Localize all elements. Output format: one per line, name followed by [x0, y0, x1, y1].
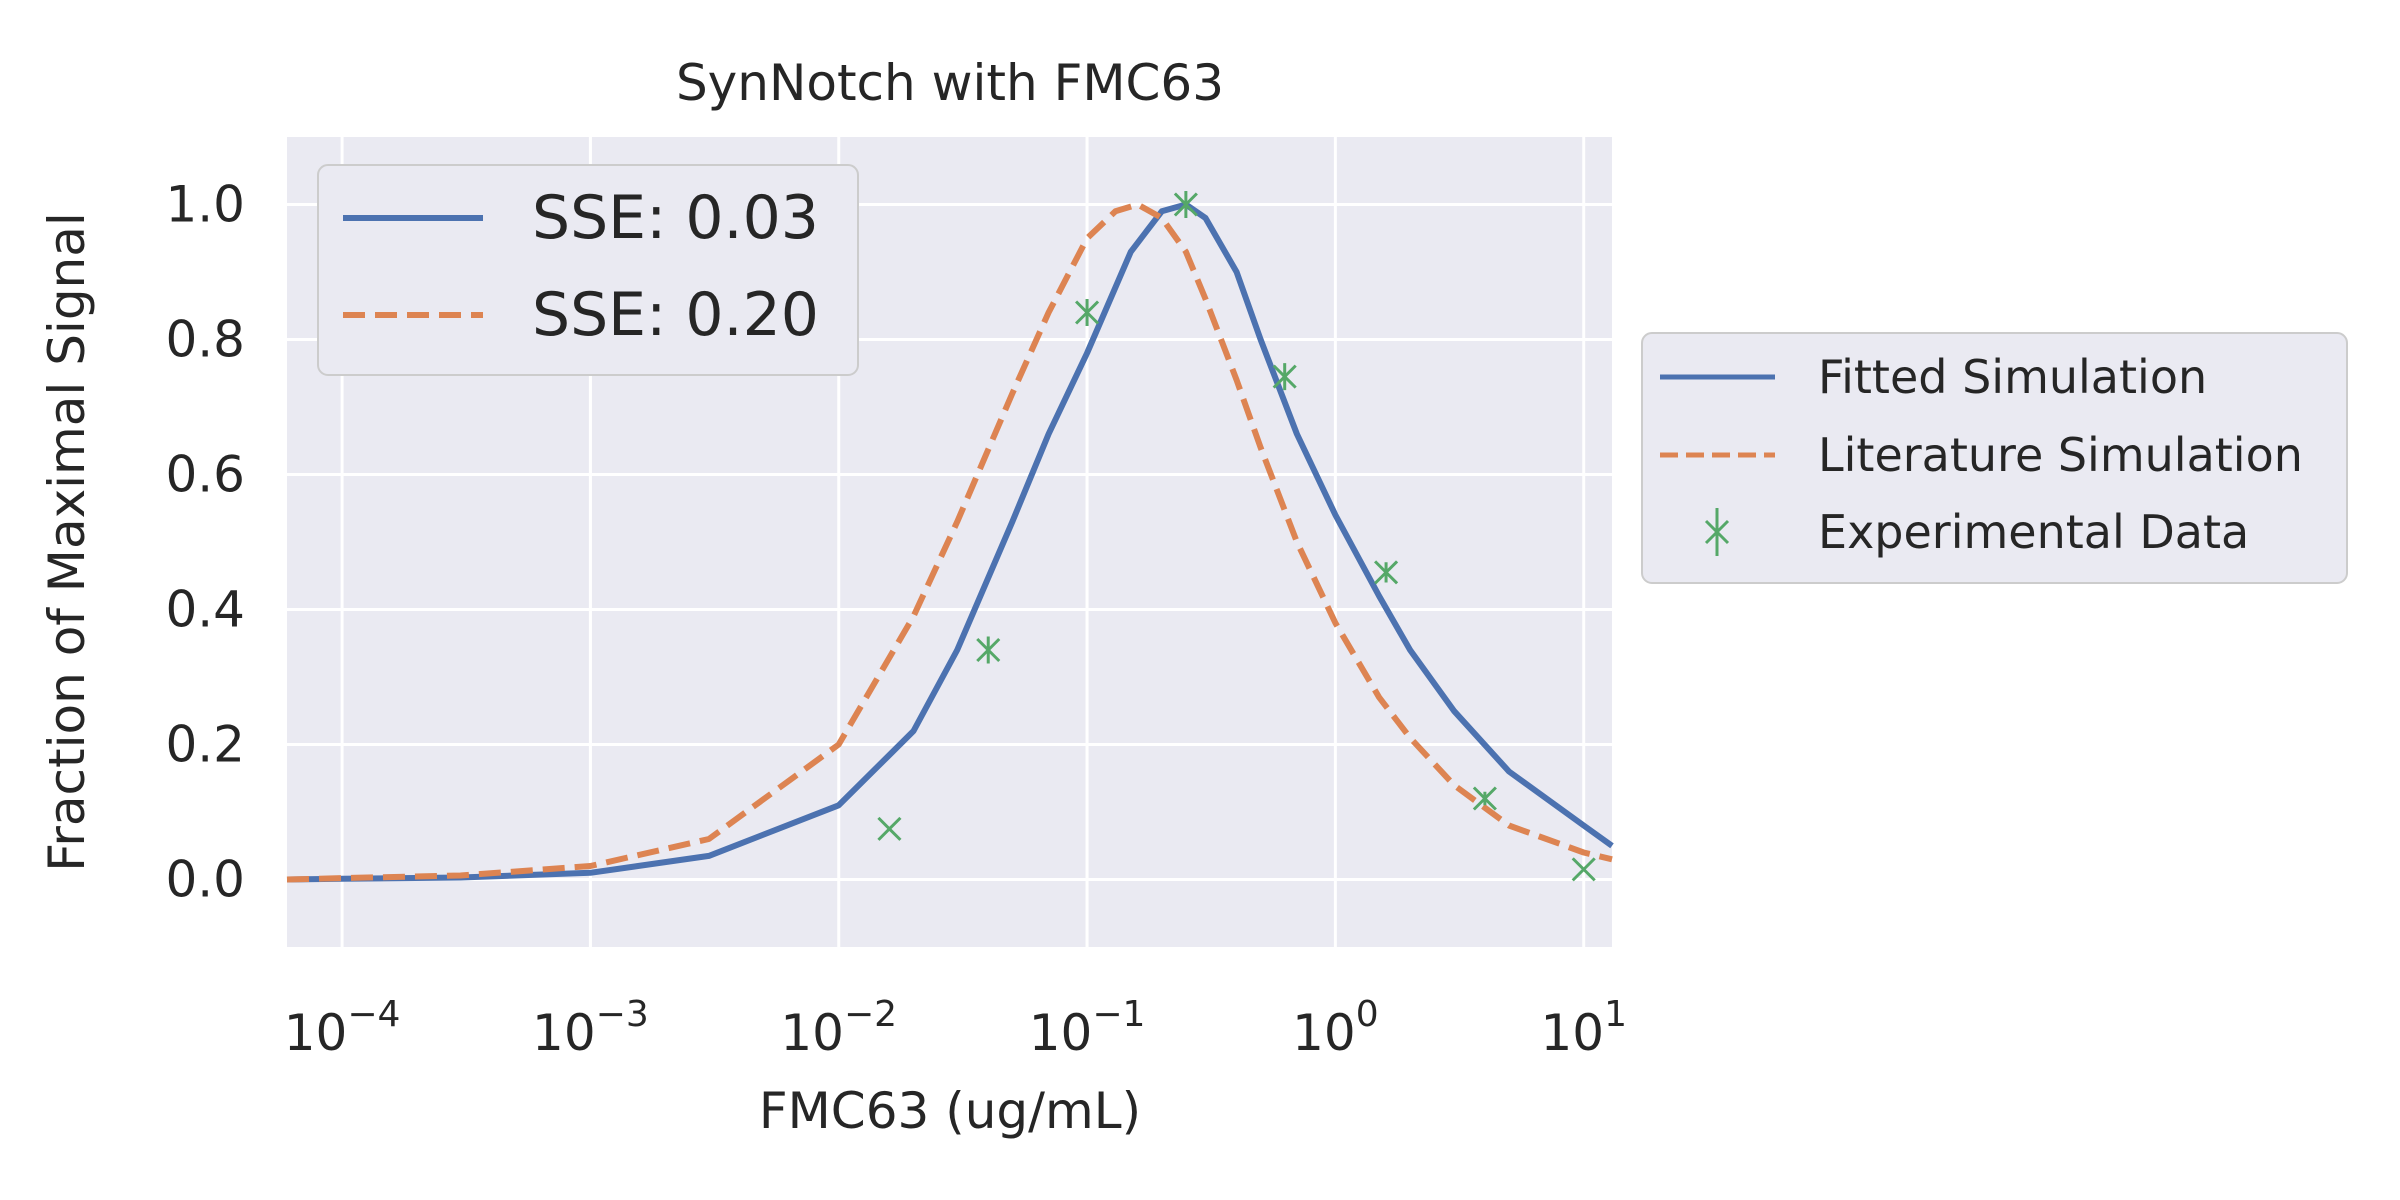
x-tick-label: 10−2 [780, 994, 897, 1062]
y-tick-label: 0.6 [165, 446, 245, 504]
data-point [1472, 786, 1497, 811]
y-tick-label: 0.2 [165, 716, 245, 774]
inset-legend-label: SSE: 0.20 [532, 280, 819, 350]
data-point [1272, 363, 1297, 391]
data-point [1571, 857, 1596, 882]
legend-box [1641, 332, 2348, 584]
y-tick-label: 0.0 [165, 851, 245, 909]
y-tick-label: 0.8 [165, 311, 245, 369]
y-tick-label: 0.4 [165, 581, 245, 639]
series-line-0 [286, 201, 1614, 883]
x-tick-label: 10−3 [532, 994, 649, 1062]
legend: Fitted Simulation Literature Simulation … [1641, 332, 2348, 584]
axes-layer: 10−4 10−3 10−2 10−1 100 101 0.0 0.2 0.4 0.6 0.8 1.0 [165, 176, 1627, 1063]
y-tick-label: 1.0 [165, 176, 245, 234]
data-point [877, 816, 902, 841]
legend-swatch-experimental [1704, 508, 1730, 556]
y-axis-label: Fraction of Maximal Signal [38, 212, 96, 872]
inset-legend-label: SSE: 0.03 [532, 183, 819, 253]
data-point [1374, 560, 1399, 585]
series-layer [286, 191, 1614, 883]
x-axis-label: FMC63 (ug/mL) [759, 1082, 1141, 1140]
data-point [1074, 299, 1100, 326]
chart-title: SynNotch with FMC63 [676, 54, 1224, 112]
x-tick-label: 100 [1292, 994, 1379, 1062]
series-line-1 [286, 201, 1613, 883]
x-tick-label: 101 [1540, 994, 1627, 1062]
data-point [1173, 191, 1198, 218]
inset-legend: SSE: 0.03 SSE: 0.20 [317, 164, 859, 376]
legend-label: Experimental Data [1818, 505, 2249, 559]
legend-label: Literature Simulation [1818, 428, 2303, 482]
x-tick-label: 10−4 [284, 994, 401, 1062]
x-tick-label: 10−1 [1029, 994, 1146, 1062]
legend-label: Fitted Simulation [1818, 350, 2207, 404]
data-point [976, 636, 1001, 664]
